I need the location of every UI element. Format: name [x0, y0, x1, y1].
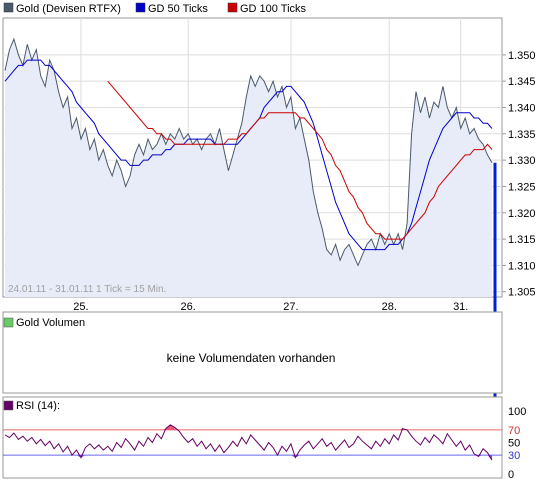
volume-message: keine Volumendaten vorhanden	[167, 351, 336, 365]
legend-label: GD 100 Ticks	[240, 3, 307, 15]
y-tick-label: 1.310	[508, 260, 536, 272]
rsi-legend-swatch	[3, 400, 14, 411]
volume-frame	[2, 311, 503, 394]
y-tick-label: 1.340	[508, 102, 536, 114]
rsi-title: RSI (14):	[16, 400, 60, 412]
rsi-tick-label: 70	[508, 425, 520, 437]
y-tick-label: 1.305	[508, 287, 536, 299]
x-tick-label: 27.	[283, 301, 298, 313]
rsi-tick-label: 50	[508, 438, 520, 450]
ma100-line	[107, 80, 493, 240]
x-tick-label: 31.	[453, 301, 468, 313]
rsi-overbought-fill	[398, 428, 403, 430]
rsi-tick-label: 100	[508, 406, 526, 418]
volume-panel	[2, 311, 503, 394]
x-tick-label: 25.	[73, 301, 88, 313]
price-panel: 25. 26. 27. 28. 31. 1.305 1.310 1.315 1.320 1.325…	[2, 17, 536, 461]
legend-swatch	[227, 2, 238, 13]
price-area	[5, 39, 492, 297]
y-tick-label: 1.330	[508, 155, 536, 167]
volume-title: Gold Volumen	[16, 317, 85, 329]
volume-legend-swatch	[3, 317, 14, 328]
legend-swatch	[135, 2, 146, 13]
y-tick-label: 1.325	[508, 181, 536, 193]
price-line	[4, 37, 493, 267]
y-tick-label: 1.315	[508, 234, 536, 246]
legend: Gold (Devisen RTFX) GD 50 Ticks GD 100 Tic…	[3, 2, 307, 15]
date-range-note: 24.01.11 - 31.01.11 1 Tick = 15 Min.	[8, 284, 166, 295]
y-tick-label: 1.320	[508, 208, 536, 220]
rsi-tick-label: 0	[508, 469, 514, 481]
y-tick-label: 1.350	[508, 50, 536, 62]
rsi-overbought-fill	[161, 428, 166, 430]
legend-label: Gold (Devisen RTFX)	[16, 3, 121, 15]
rsi-tick-label: 30	[508, 450, 520, 462]
x-tick-label: 28.	[382, 301, 397, 313]
y-tick-label: 1.335	[508, 129, 536, 141]
y-tick-label: 1.345	[508, 76, 536, 88]
legend-swatch	[3, 2, 14, 13]
legend-label: GD 50 Ticks	[148, 3, 208, 15]
x-tick-label: 26.	[181, 301, 196, 313]
rsi-line	[4, 424, 493, 461]
rsi-overbought-fill	[170, 424, 175, 430]
